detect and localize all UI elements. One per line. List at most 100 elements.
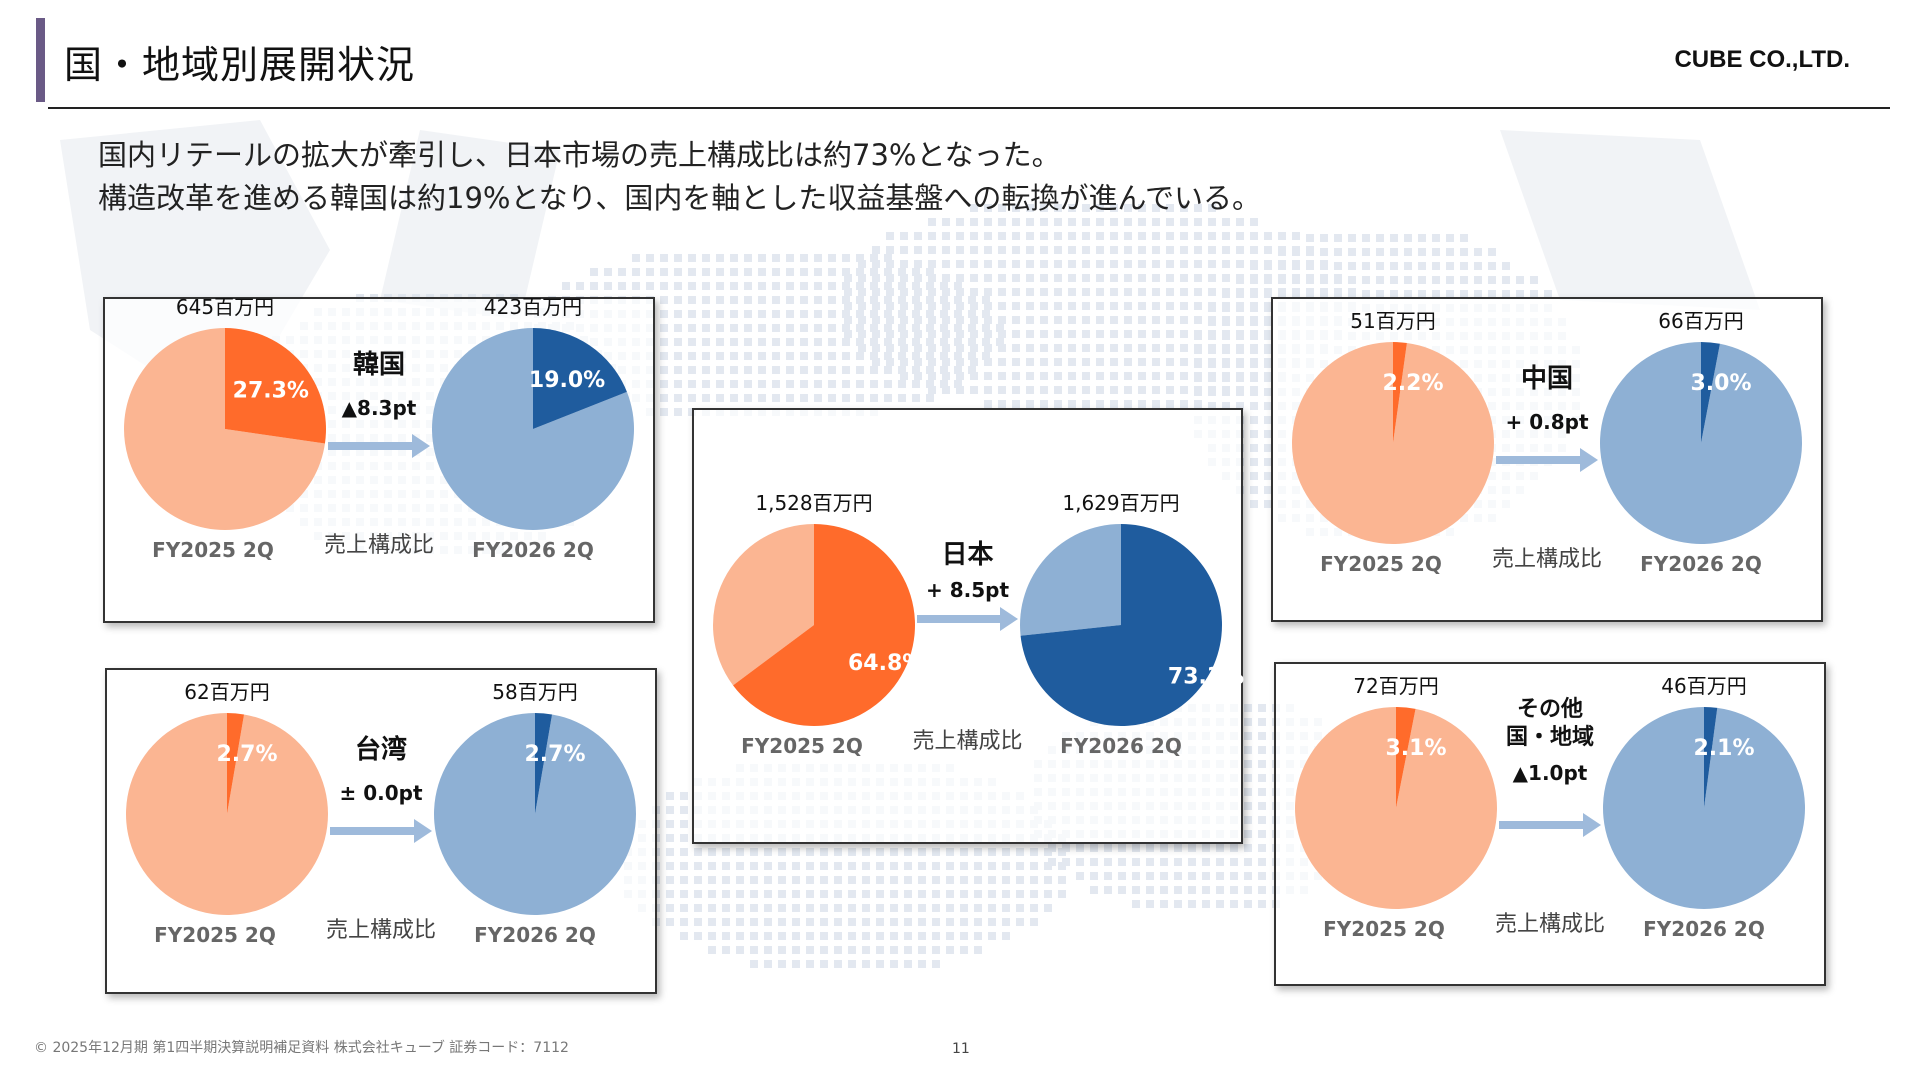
pie-slice-region <box>535 713 553 814</box>
summary-line-2: 構造改革を進める韓国は約19%となり、国内を軸とした収益基盤への転換が進んでいる… <box>98 181 1261 215</box>
pie-fy2026: 2.7% 58百万円 FY2026 2Q <box>434 680 636 947</box>
pie-share-label: 27.3% <box>233 378 309 403</box>
panel-taiwan: 2.7% 62百万円 FY2025 2Q 2.7% 58百万円 FY2026 2Q 台湾 ± … <box>105 668 657 994</box>
pie-slice-region <box>1704 707 1718 808</box>
metric-label: 売上構成比 <box>1495 912 1605 937</box>
pie-amount-label: 72百万円 <box>1353 674 1438 698</box>
pie-comparison-chart: 2.7% 62百万円 FY2025 2Q 2.7% 58百万円 FY2026 2Q 台湾 ± … <box>126 680 636 947</box>
panel-china: 2.2% 51百万円 FY2025 2Q 3.0% 66百万円 FY2026 2Q 中国 + … <box>1271 297 1823 622</box>
arrow-right-icon <box>1580 448 1598 472</box>
panel-korea: 27.3% 645百万円 FY2025 2Q 19.0% 423百万円 FY2026 2Q… <box>103 295 655 623</box>
footer-copyright: © 2025年12月期 第1四半期決算説明補足資料 株式会社キューブ 証券コード… <box>34 1040 569 1056</box>
pie-comparison-chart: 2.2% 51百万円 FY2025 2Q 3.0% 66百万円 FY2026 2Q 中国 + … <box>1292 309 1802 576</box>
share-change-label: ▲8.3pt <box>342 396 417 420</box>
region-name: その他 <box>1517 697 1583 722</box>
pie-period-label: FY2026 2Q <box>474 923 596 947</box>
pie-slice-region <box>1020 524 1222 726</box>
pie-comparison-chart: 27.3% 645百万円 FY2025 2Q 19.0% 423百万円 FY2026 2Q… <box>123 295 634 562</box>
pie-amount-label: 51百万円 <box>1350 309 1435 333</box>
metric-label: 売上構成比 <box>326 918 436 943</box>
pie-period-label: FY2026 2Q <box>1060 734 1182 758</box>
pie-slice-region <box>227 713 245 814</box>
share-change-label: + 8.5pt <box>926 578 1009 602</box>
pie-share-label: 3.1% <box>1385 736 1446 761</box>
summary-line-1: 国内リテールの拡大が牽引し、日本市場の売上構成比は約73%となった。 <box>98 138 1061 172</box>
pie-fy2025: 2.7% 62百万円 FY2025 2Q <box>126 680 329 947</box>
metric-label: 売上構成比 <box>1492 547 1602 572</box>
pie-slice-rest <box>126 713 329 915</box>
share-change-label: ▲1.0pt <box>1513 761 1588 785</box>
pie-share-label: 3.0% <box>1690 371 1751 396</box>
panel-others: 3.1% 72百万円 FY2025 2Q 2.1% 46百万円 FY2026 2Q その他国… <box>1274 662 1826 986</box>
pie-slice-region <box>533 328 627 429</box>
page-title: 国・地域別展開状況 <box>64 43 416 87</box>
pie-amount-label: 1,629百万円 <box>1062 491 1179 515</box>
arrow-right-icon <box>414 819 432 843</box>
pie-slice-region <box>1701 342 1720 443</box>
pie-slice-region <box>225 328 326 444</box>
pie-fy2025: 2.2% 51百万円 FY2025 2Q <box>1292 309 1494 576</box>
pie-period-label: FY2025 2Q <box>152 538 274 562</box>
pie-fy2026: 19.0% 423百万円 FY2026 2Q <box>431 295 634 562</box>
title-accent-bar <box>36 18 45 102</box>
pie-slice-rest <box>123 328 325 530</box>
pie-amount-label: 1,528百万円 <box>755 491 872 515</box>
pie-amount-label: 58百万円 <box>492 680 577 704</box>
pie-share-label: 2.2% <box>1382 371 1443 396</box>
pie-amount-label: 46百万円 <box>1661 674 1746 698</box>
page-number: 11 <box>952 1041 970 1057</box>
region-name: 中国 <box>1521 364 1573 394</box>
pie-slice-region <box>1393 342 1407 443</box>
arrow-shaft <box>1499 821 1585 829</box>
pie-fy2025: 64.8% 1,528百万円 FY2025 2Q <box>713 491 924 758</box>
summary-text: 国内リテールの拡大が牽引し、日本市場の売上構成比は約73%となった。 構造改革を… <box>98 134 1261 220</box>
pie-fy2025: 27.3% 645百万円 FY2025 2Q <box>123 295 326 562</box>
pie-slice-region <box>733 524 915 726</box>
panel-japan: 64.8% 1,528百万円 FY2025 2Q 73.3% 1,629百万円 FY202… <box>692 408 1244 844</box>
pie-amount-label: 423百万円 <box>484 295 582 319</box>
metric-label: 売上構成比 <box>912 729 1022 754</box>
pie-period-label: FY2026 2Q <box>1643 917 1765 941</box>
pie-slice-rest <box>1020 524 1121 636</box>
pie-slice-region <box>1396 707 1416 808</box>
pie-share-label: 19.0% <box>529 368 605 393</box>
share-change-label: + 0.8pt <box>1505 410 1588 434</box>
pie-period-label: FY2025 2Q <box>1320 552 1442 576</box>
pie-share-label: 2.7% <box>524 742 585 767</box>
pie-comparison-chart: 64.8% 1,528百万円 FY2025 2Q 73.3% 1,629百万円 FY202… <box>713 491 1244 758</box>
pie-share-label: 2.1% <box>1693 736 1754 761</box>
pie-fy2026: 3.0% 66百万円 FY2026 2Q <box>1600 309 1802 576</box>
title-divider <box>48 107 1890 109</box>
region-name: 韓国 <box>353 350 405 380</box>
arrow-shaft <box>917 615 1002 623</box>
pie-amount-label: 66百万円 <box>1658 309 1743 333</box>
region-name: 国・地域 <box>1506 724 1594 750</box>
arrow-shaft <box>330 827 416 835</box>
arrow-shaft <box>1496 456 1582 464</box>
pie-share-label: 64.8% <box>848 651 924 676</box>
arrow-shaft <box>328 442 414 450</box>
pie-fy2025: 3.1% 72百万円 FY2025 2Q <box>1295 674 1497 941</box>
pie-slice-rest <box>713 524 814 686</box>
pie-amount-label: 645百万円 <box>176 295 274 319</box>
share-change-label: ± 0.0pt <box>339 781 422 805</box>
pie-amount-label: 62百万円 <box>184 680 269 704</box>
metric-label: 売上構成比 <box>324 533 434 558</box>
pie-share-label: 2.7% <box>216 742 277 767</box>
company-name: CUBE CO.,LTD. <box>1674 46 1850 73</box>
arrow-right-icon <box>412 434 430 458</box>
pie-period-label: FY2025 2Q <box>741 734 863 758</box>
pie-period-label: FY2026 2Q <box>1640 552 1762 576</box>
region-name: 台湾 <box>355 734 407 765</box>
pie-period-label: FY2026 2Q <box>472 538 594 562</box>
arrow-right-icon <box>1583 813 1601 837</box>
region-name: 日本 <box>941 540 993 570</box>
pie-share-label: 73.3% <box>1168 665 1244 690</box>
pie-comparison-chart: 3.1% 72百万円 FY2025 2Q 2.1% 46百万円 FY2026 2Q その他国… <box>1295 674 1805 941</box>
pie-fy2026: 73.3% 1,629百万円 FY2026 2Q <box>1020 491 1244 758</box>
arrow-right-icon <box>1000 607 1018 631</box>
pie-slice-rest <box>431 328 634 530</box>
pie-period-label: FY2025 2Q <box>1323 917 1445 941</box>
pie-period-label: FY2025 2Q <box>154 923 276 947</box>
pie-fy2026: 2.1% 46百万円 FY2026 2Q <box>1603 674 1805 941</box>
